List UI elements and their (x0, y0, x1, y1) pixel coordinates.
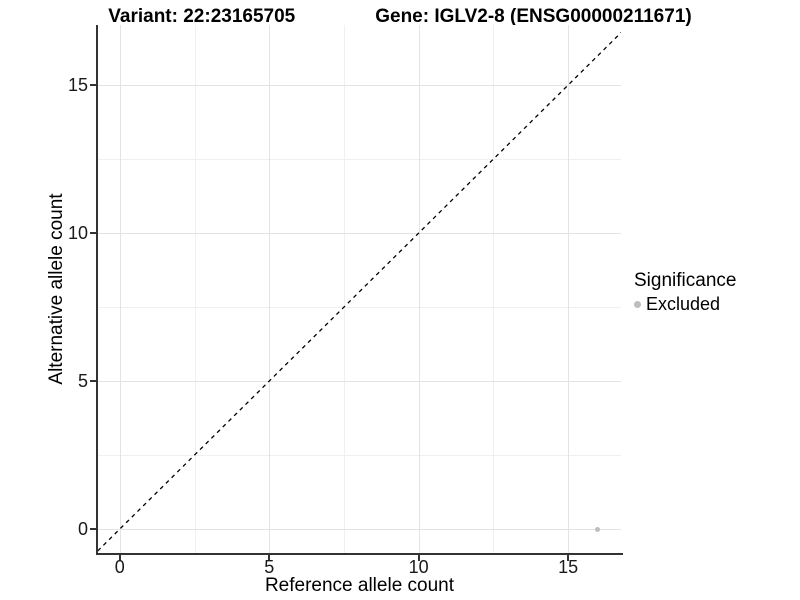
x-tick-mark (567, 555, 570, 561)
gridline-major-vertical (568, 25, 570, 553)
gridline-minor-vertical (343, 25, 345, 553)
gridline-minor-horizontal (98, 307, 621, 309)
gridline-minor-horizontal (98, 159, 621, 161)
excluded-point-icon (634, 301, 641, 308)
variant-title: Variant: 22:23165705 (108, 6, 296, 27)
gridline-major-vertical (119, 25, 121, 553)
y-tick-mark (90, 232, 96, 235)
x-tick-mark (268, 555, 271, 561)
plot-panel (98, 25, 621, 553)
gridline-major-horizontal (98, 233, 621, 235)
legend-item-label: Excluded (646, 294, 721, 314)
legend: Significance Excluded (634, 270, 736, 315)
x-tick-label: 10 (408, 557, 429, 577)
identity-dashed-line (98, 31, 621, 552)
x-tick-mark (417, 555, 420, 561)
gridline-major-horizontal (98, 85, 621, 87)
y-tick-label: 5 (77, 371, 88, 392)
gridline-minor-horizontal (98, 455, 621, 457)
y-tick-mark (90, 528, 96, 531)
gridline-major-vertical (418, 25, 420, 553)
y-tick-label: 15 (67, 75, 88, 96)
plot-title: Variant: 22:23165705 Gene: IGLV2-8 (ENSG… (0, 6, 800, 28)
y-tick-label: 10 (67, 223, 88, 244)
x-axis-title: Reference allele count (264, 575, 455, 596)
x-axis-line (96, 553, 623, 555)
identity-line-layer (98, 31, 621, 552)
legend-title: Significance (634, 270, 737, 291)
gridline-major-horizontal (98, 381, 621, 383)
x-tick-label: 15 (558, 557, 579, 577)
gene-title: Gene: IGLV2-8 (ENSG00000211671) (375, 6, 692, 27)
y-tick-mark (90, 84, 96, 87)
y-axis-title: Alternative allele count (46, 193, 67, 385)
data-point (595, 526, 601, 532)
gridline-major-horizontal (98, 529, 621, 531)
gridline-minor-vertical (194, 25, 196, 553)
x-tick-label: 5 (264, 557, 275, 577)
legend-item-excluded: Excluded (634, 294, 736, 315)
y-tick-label: 0 (77, 519, 88, 540)
x-tick-mark (118, 555, 121, 561)
x-tick-label: 0 (114, 557, 125, 577)
gridline-major-vertical (269, 25, 271, 553)
gridline-minor-vertical (493, 25, 495, 553)
y-axis-line (96, 25, 98, 555)
y-tick-mark (90, 380, 96, 383)
